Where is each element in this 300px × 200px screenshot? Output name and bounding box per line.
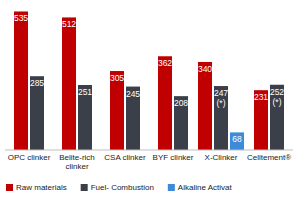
bar xyxy=(254,90,268,150)
data-label: 68 xyxy=(232,134,242,144)
bar xyxy=(30,76,44,150)
data-labels: 535285512251305245362208340247(*)6823125… xyxy=(14,13,284,144)
data-label-line: (*) xyxy=(273,97,282,107)
data-label: 252(*) xyxy=(270,87,284,107)
bar xyxy=(110,71,124,150)
bars xyxy=(14,11,284,150)
data-label: 247(*) xyxy=(214,88,228,108)
data-label-line: 340 xyxy=(198,64,212,74)
category-label: CSA clinker xyxy=(104,153,146,162)
data-label: 535 xyxy=(14,13,28,23)
data-label-line: 362 xyxy=(158,58,172,68)
category-label: X-Clinker xyxy=(205,153,238,162)
legend-label: Alkaline Activat xyxy=(178,183,233,192)
legend: Raw materials Fuel- Combustion Alkaline Ac… xyxy=(6,183,232,192)
data-label: 231 xyxy=(254,92,268,102)
data-label: 251 xyxy=(78,87,92,97)
category-label: BYF clinker xyxy=(153,153,194,162)
data-label: 305 xyxy=(110,73,124,83)
chart: 535285512251305245362208340247(*)6823125… xyxy=(0,0,300,200)
category-label: Celitement® xyxy=(247,153,291,162)
data-label-line: 285 xyxy=(30,78,44,88)
category-label-line: Celitement® xyxy=(247,153,291,162)
category-label-line: CSA clinker xyxy=(104,153,146,162)
data-label: 285 xyxy=(30,78,44,88)
bar xyxy=(14,11,28,150)
data-label-line: 208 xyxy=(174,98,188,108)
data-label: 340 xyxy=(198,64,212,74)
bar xyxy=(230,132,244,150)
data-label: 512 xyxy=(62,19,76,29)
category-label: Belite-richclinker xyxy=(59,153,95,171)
category-label-line: BYF clinker xyxy=(153,153,194,162)
legend-swatch xyxy=(168,184,175,191)
bar xyxy=(126,87,140,150)
data-label: 362 xyxy=(158,58,172,68)
legend-label: Raw materials xyxy=(16,183,67,192)
data-label-line: 251 xyxy=(78,87,92,97)
legend-label: Fuel- Combustion xyxy=(91,183,154,192)
bar xyxy=(214,86,228,150)
data-label-line: (*) xyxy=(217,98,226,108)
bar xyxy=(198,62,212,150)
data-label-line: 252 xyxy=(270,87,284,97)
data-label-line: 512 xyxy=(62,19,76,29)
bar xyxy=(174,96,188,150)
data-label-line: 305 xyxy=(110,73,124,83)
data-label-line: 247 xyxy=(214,88,228,98)
data-label: 208 xyxy=(174,98,188,108)
legend-swatch xyxy=(6,184,13,191)
bar xyxy=(270,85,284,150)
category-label-line: OPC clinker xyxy=(8,153,51,162)
bar xyxy=(62,17,76,150)
baseline xyxy=(5,150,293,151)
data-label-line: 535 xyxy=(14,13,28,23)
legend-swatch xyxy=(81,184,88,191)
category-label: OPC clinker xyxy=(8,153,51,162)
data-label: 245 xyxy=(126,89,140,99)
category-label-line: X-Clinker xyxy=(205,153,238,162)
bar xyxy=(158,56,172,150)
data-label-line: 245 xyxy=(126,89,140,99)
data-label-line: 68 xyxy=(232,134,242,144)
category-label-line: Belite-rich xyxy=(59,153,95,162)
data-label-line: 231 xyxy=(254,92,268,102)
category-label-line: clinker xyxy=(65,162,88,171)
bar xyxy=(78,85,92,150)
